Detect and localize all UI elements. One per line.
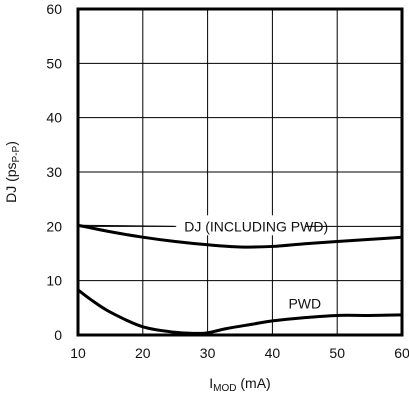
x-tick-label: 60 <box>394 345 409 361</box>
y-tick-label: 0 <box>54 327 62 343</box>
x-tick-label: 20 <box>135 345 151 361</box>
series-layer <box>76 223 404 335</box>
y-tick-label: 10 <box>46 273 62 289</box>
y-axis-label-sub: P-P <box>11 145 22 162</box>
y-tick-label: 40 <box>46 110 62 126</box>
grid <box>77 8 403 336</box>
x-tick-label: 50 <box>329 345 345 361</box>
x-axis-label-unit: (mA) <box>237 375 271 391</box>
tick-labels: 10 20 30 40 50 60 0 10 20 30 40 50 60 <box>46 1 409 361</box>
label-leader-left <box>77 224 175 227</box>
label-backdrop <box>176 215 337 236</box>
x-tick-label: 40 <box>265 345 281 361</box>
x-tick-label: 30 <box>200 345 216 361</box>
x-axis-label: IMOD (mA) <box>209 375 270 394</box>
series-labels: DJ (INCLUDING PWD) PWD <box>77 215 337 312</box>
y-tick-label: 50 <box>46 55 62 71</box>
y-tick-label: 20 <box>46 218 62 234</box>
series-label-pwd: PWD <box>288 295 321 311</box>
label-backdrop <box>284 292 325 312</box>
plot-frame <box>76 7 404 337</box>
y-tick-label: 30 <box>46 164 62 180</box>
x-axis-label-sub: MOD <box>213 383 236 394</box>
series-line-pwd <box>76 288 404 335</box>
y-tick-label: 60 <box>46 1 62 17</box>
y-axis-label-main: DJ (ps <box>3 162 19 202</box>
series-label-dj: DJ (INCLUDING PWD) <box>184 218 328 234</box>
series-line-dj <box>76 223 404 249</box>
y-axis-label: DJ (psP-P) <box>3 141 22 203</box>
x-axis-label-main: I <box>209 375 213 391</box>
x-tick-label: 10 <box>70 345 86 361</box>
y-axis-label-end: ) <box>3 141 19 146</box>
